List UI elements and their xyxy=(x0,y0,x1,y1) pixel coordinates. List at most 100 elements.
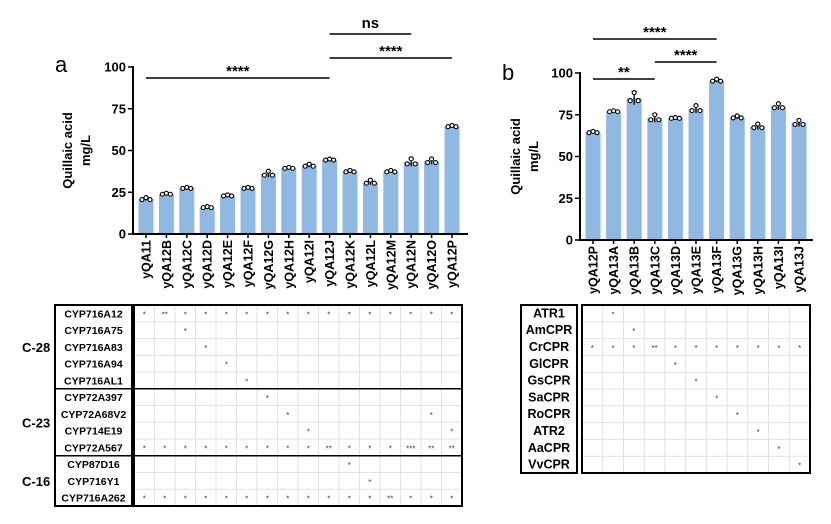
x-tick-label: yQA12D xyxy=(201,240,215,289)
group-label: C-28 xyxy=(22,340,50,355)
gene-marker: * xyxy=(184,444,187,453)
gene-marker: * xyxy=(266,310,269,319)
x-tick-label: yQA12H xyxy=(282,240,296,289)
gene-marker: * xyxy=(184,327,187,336)
data-point xyxy=(261,172,267,178)
significance-label: **** xyxy=(643,24,667,41)
gene-marker: * xyxy=(389,310,392,319)
y-axis-label: Quillaic acid xyxy=(508,118,523,195)
gene-label: ATR1 xyxy=(533,306,565,320)
gene-marker: * xyxy=(409,495,412,504)
data-point xyxy=(241,185,247,191)
data-point xyxy=(631,90,637,96)
gene-marker: * xyxy=(286,310,289,319)
gene-marker: * xyxy=(245,377,248,386)
data-point xyxy=(718,78,724,84)
data-point xyxy=(265,168,271,174)
data-point xyxy=(184,184,190,190)
bar-yQA12F xyxy=(240,188,256,234)
gene-marker: * xyxy=(368,310,371,319)
data-point xyxy=(693,103,699,109)
gene-marker: * xyxy=(777,445,780,454)
data-point xyxy=(429,156,435,162)
gene-marker: * xyxy=(266,444,269,453)
data-point xyxy=(229,193,235,199)
bar-yQA11 xyxy=(138,198,154,234)
gene-label-box xyxy=(54,304,133,507)
gene-marker: * xyxy=(632,327,635,336)
bar-yQA13H xyxy=(750,126,766,240)
gene-marker: * xyxy=(368,478,371,487)
gene-marker: * xyxy=(184,495,187,504)
grid-box xyxy=(581,304,811,474)
gene-marker: ** xyxy=(162,310,168,319)
gene-marker: * xyxy=(694,378,697,387)
data-point xyxy=(310,163,316,169)
x-tick-label: yQA12N xyxy=(405,240,419,289)
gene-label: CYP72A567 xyxy=(64,442,123,454)
gene-label: VvCPR xyxy=(528,458,570,472)
y-tick-label: 75 xyxy=(112,101,126,116)
gene-marker: * xyxy=(777,344,780,353)
gene-marker: * xyxy=(798,344,801,353)
bar-yQA12H xyxy=(281,168,297,234)
gene-label: CYP72A68V2 xyxy=(61,409,127,421)
data-point xyxy=(751,125,757,131)
data-point xyxy=(163,190,169,196)
data-point xyxy=(714,76,720,82)
x-tick-label: yQA12O xyxy=(425,240,439,290)
gene-label: CYP714E19 xyxy=(65,426,123,438)
gene-label: AaCPR xyxy=(528,441,570,455)
gene-label: CYP716A262 xyxy=(61,493,125,505)
gene-marker: * xyxy=(612,344,615,353)
gene-marker: * xyxy=(245,310,248,319)
gene-marker: * xyxy=(430,411,433,420)
bar-yQA13J xyxy=(791,123,807,240)
significance-label: ns xyxy=(362,15,380,32)
gene-marker: * xyxy=(266,394,269,403)
gene-label: GsCPR xyxy=(527,374,570,388)
grid-box xyxy=(133,304,463,507)
bar-yQA12P xyxy=(444,126,460,234)
x-tick-label: yQA13J xyxy=(793,246,807,293)
data-point xyxy=(738,115,744,121)
bar-yQA12L xyxy=(362,182,378,234)
panel-label: a xyxy=(55,52,68,77)
bar-yQA12B xyxy=(158,193,174,234)
data-point xyxy=(652,112,658,118)
panel-a: a Quillaic acid mg/L yQA11 yQA12B yQA12C yQA12… xyxy=(22,15,468,507)
group-label: C-16 xyxy=(22,474,50,489)
gene-marker: * xyxy=(674,344,677,353)
gene-marker: * xyxy=(736,411,739,420)
data-point xyxy=(453,124,459,130)
data-point xyxy=(594,130,600,136)
gene-marker: * xyxy=(348,444,351,453)
gene-marker: ** xyxy=(428,444,434,453)
gene-label: CrCPR xyxy=(529,340,569,354)
bar-yQA12C xyxy=(179,188,195,234)
x-tick-label: yQA11 xyxy=(140,240,154,279)
significance-label: **** xyxy=(226,63,250,80)
gene-label: RoCPR xyxy=(527,407,570,421)
gene-marker: * xyxy=(307,495,310,504)
gene-marker: * xyxy=(450,428,453,437)
gene-marker: * xyxy=(409,310,412,319)
data-point xyxy=(167,191,173,197)
gene-marker: * xyxy=(204,444,207,453)
x-tick-label: yQA13F xyxy=(710,246,724,294)
x-tick-label: yQA12P xyxy=(446,240,460,288)
x-tick-label: yQA12L xyxy=(364,240,378,288)
data-point xyxy=(331,157,337,163)
data-point xyxy=(635,98,641,104)
gene-marker: * xyxy=(715,344,718,353)
bar-yQA12I xyxy=(301,165,317,234)
data-point xyxy=(269,172,275,178)
gene-label: AmCPR xyxy=(526,323,573,337)
gene-marker: * xyxy=(143,310,146,319)
data-point xyxy=(792,121,798,127)
gene-marker: * xyxy=(430,310,433,319)
gene-marker: * xyxy=(612,310,615,319)
x-tick-label: yQA12I xyxy=(303,240,317,283)
data-point xyxy=(590,128,596,135)
